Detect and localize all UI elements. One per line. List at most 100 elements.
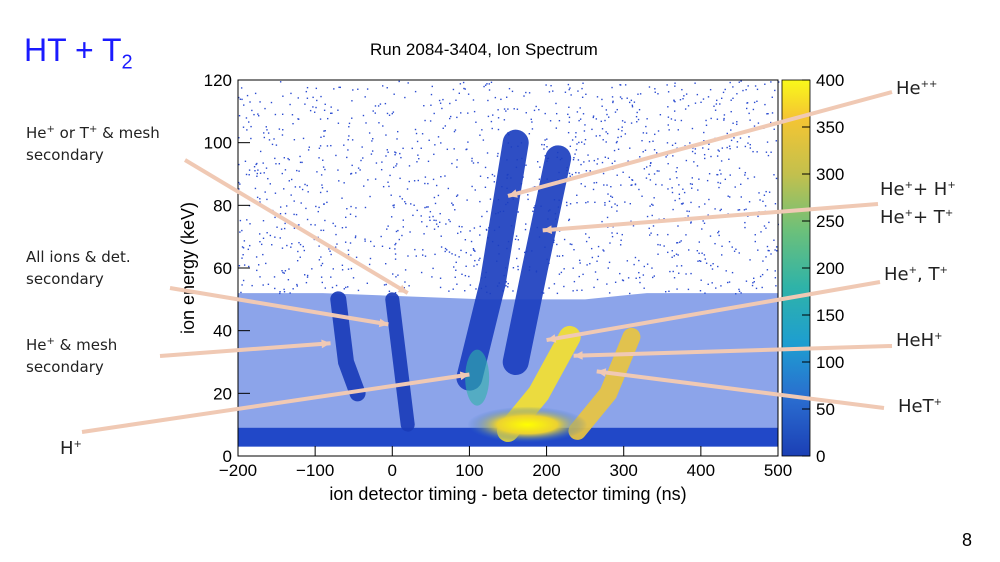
noise-dot bbox=[467, 141, 469, 143]
noise-dot bbox=[672, 208, 674, 211]
noise-dot bbox=[483, 85, 485, 88]
noise-dot bbox=[585, 233, 587, 235]
colorbar-tick-label: 250 bbox=[816, 212, 844, 231]
noise-dot bbox=[379, 103, 382, 105]
noise-dot bbox=[493, 181, 496, 183]
noise-dot bbox=[505, 281, 507, 283]
noise-dot bbox=[575, 171, 577, 174]
noise-dot bbox=[488, 89, 491, 91]
noise-dot bbox=[361, 146, 363, 148]
noise-dot bbox=[324, 168, 326, 171]
noise-dot bbox=[610, 206, 613, 208]
noise-dot bbox=[687, 215, 689, 217]
noise-dot bbox=[386, 149, 388, 151]
noise-dot bbox=[336, 243, 338, 245]
noise-dot bbox=[404, 269, 407, 271]
noise-dot bbox=[707, 283, 709, 285]
noise-dot bbox=[291, 114, 294, 116]
noise-dot bbox=[242, 254, 244, 256]
noise-dot bbox=[373, 245, 375, 247]
noise-dot bbox=[525, 223, 527, 225]
noise-dot bbox=[731, 271, 734, 274]
noise-dot bbox=[583, 161, 585, 163]
noise-dot bbox=[638, 259, 640, 262]
noise-dot bbox=[717, 232, 719, 234]
noise-dot bbox=[375, 162, 378, 164]
noise-dot bbox=[430, 104, 432, 106]
noise-dot bbox=[686, 210, 688, 212]
noise-dot bbox=[503, 108, 506, 110]
noise-dot bbox=[701, 228, 703, 230]
noise-dot bbox=[517, 239, 520, 241]
noise-dot bbox=[740, 292, 742, 294]
noise-dot bbox=[511, 90, 514, 93]
noise-dot bbox=[571, 139, 574, 141]
noise-dot bbox=[428, 139, 430, 141]
noise-dot bbox=[472, 162, 475, 164]
noise-dot bbox=[355, 215, 357, 218]
noise-dot bbox=[558, 273, 561, 275]
noise-dot bbox=[762, 260, 764, 262]
noise-dot bbox=[564, 91, 567, 93]
noise-dot bbox=[393, 166, 395, 169]
noise-dot bbox=[605, 131, 607, 133]
noise-dot bbox=[579, 262, 581, 264]
noise-dot bbox=[266, 129, 268, 131]
noise-dot bbox=[556, 292, 559, 295]
noise-dot bbox=[673, 99, 675, 101]
noise-dot bbox=[303, 249, 306, 252]
noise-dot bbox=[715, 287, 717, 289]
noise-dot bbox=[371, 150, 374, 152]
noise-dot bbox=[291, 243, 293, 245]
noise-dot bbox=[698, 178, 700, 180]
noise-dot bbox=[279, 81, 282, 83]
noise-dot bbox=[326, 145, 329, 147]
noise-dot bbox=[594, 271, 597, 273]
noise-dot bbox=[448, 219, 450, 221]
noise-dot bbox=[271, 244, 273, 246]
noise-dot bbox=[262, 284, 264, 286]
noise-dot bbox=[357, 88, 359, 90]
noise-dot bbox=[479, 175, 482, 177]
noise-dot bbox=[497, 152, 499, 155]
noise-dot bbox=[766, 269, 769, 271]
noise-dot bbox=[774, 270, 776, 272]
noise-dot bbox=[357, 289, 360, 292]
noise-dot bbox=[288, 180, 290, 182]
noise-dot bbox=[573, 156, 575, 159]
noise-dot bbox=[257, 113, 259, 115]
x-tick-label: −100 bbox=[296, 461, 334, 480]
noise-dot bbox=[241, 229, 243, 232]
noise-dot bbox=[369, 257, 372, 260]
noise-dot bbox=[472, 99, 475, 101]
noise-dot bbox=[323, 130, 325, 132]
noise-dot bbox=[703, 131, 705, 134]
noise-dot bbox=[649, 165, 651, 167]
noise-dot bbox=[761, 273, 764, 276]
annotation-arrow bbox=[159, 341, 331, 358]
noise-dot bbox=[567, 113, 569, 116]
noise-dot bbox=[744, 174, 746, 176]
noise-dot bbox=[701, 252, 703, 254]
noise-dot bbox=[621, 233, 623, 236]
noise-dot bbox=[453, 148, 455, 150]
noise-dot bbox=[497, 109, 499, 111]
annotation-arrowhead bbox=[397, 284, 408, 294]
noise-dot bbox=[464, 290, 466, 292]
noise-dot bbox=[313, 111, 316, 113]
noise-dot bbox=[241, 98, 243, 101]
noise-dot bbox=[242, 247, 245, 249]
noise-dot bbox=[288, 158, 290, 161]
noise-dot bbox=[573, 248, 575, 251]
noise-dot bbox=[284, 212, 287, 215]
noise-dot bbox=[697, 189, 699, 191]
noise-dot bbox=[770, 81, 772, 83]
noise-dot bbox=[676, 177, 678, 179]
noise-dot bbox=[282, 95, 284, 97]
noise-dot bbox=[754, 85, 757, 87]
noise-dot bbox=[396, 138, 398, 140]
noise-dot bbox=[576, 143, 578, 145]
noise-dot bbox=[658, 170, 660, 172]
noise-dot bbox=[364, 240, 366, 242]
noise-dot bbox=[304, 183, 306, 186]
